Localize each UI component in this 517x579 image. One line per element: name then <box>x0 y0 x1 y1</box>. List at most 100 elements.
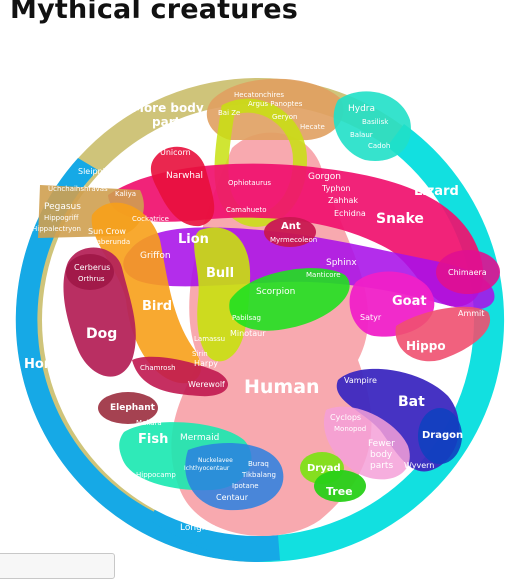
set-label-dryad: Dryad <box>307 463 341 474</box>
creature-uchchaihshravas: Uchchaihshravas <box>48 185 108 193</box>
region-cerberus <box>66 254 114 290</box>
creature-nuckelavee: Nuckelavee <box>198 457 233 464</box>
region-werewolf <box>132 356 229 397</box>
creature-ichthyocentaur: Ichthyocentaur <box>184 465 230 472</box>
creature-orthrus: Orthrus <box>78 275 105 283</box>
creature-echidna: Echidna <box>334 209 366 218</box>
set-label-more-1: More body <box>132 101 204 115</box>
region-hydra <box>333 91 411 161</box>
creature-mermaid: Mermaid <box>180 433 219 443</box>
set-label-fish: Fish <box>138 432 168 447</box>
set-label-goat: Goat <box>392 294 427 309</box>
creature-ophiotaurus: Ophiotaurus <box>228 179 271 187</box>
creature-camahueto: Camahueto <box>226 206 267 214</box>
creature-chamrosh: Chamrosh <box>140 364 176 372</box>
partial-control-box <box>0 553 115 579</box>
page-title: Mythical creatures <box>10 0 299 25</box>
creature-wyvern: Wyvern <box>404 461 434 470</box>
creature-hippogriff: Hippogriff <box>44 214 79 222</box>
creature-hippocamp: Hippocamp <box>136 471 176 479</box>
creature-fewer-1: Fewer <box>368 439 395 449</box>
creature-hippalectryon: Hippalectryon <box>32 225 81 233</box>
set-label-lizard: Lizard <box>414 184 459 199</box>
creature-sleipnir: Sleipnir <box>78 167 109 176</box>
creature-unicorn: Unicorn <box>160 148 191 157</box>
creature-cyclops: Cyclops <box>330 413 361 422</box>
region-bull <box>194 227 251 362</box>
set-label-tree: Tree <box>326 485 353 498</box>
creature-sun-crow: Sun Crow <box>88 227 126 236</box>
region-narwhal <box>150 146 215 227</box>
creature-gorgon: Gorgon <box>308 172 341 182</box>
creature-vampire: Vampire <box>344 376 377 385</box>
creature-minotaur: Minotaur <box>230 329 266 338</box>
creature-hydra: Hydra <box>348 104 375 114</box>
creature-narwhal: Narwhal <box>166 171 203 181</box>
creature-argus-panoptes: Argus Panoptes <box>248 100 303 108</box>
set-label-bat: Bat <box>398 394 425 410</box>
creature-geryon: Geryon <box>272 113 297 121</box>
set-label-hippo: Hippo <box>406 339 446 353</box>
region-centaur <box>185 443 284 511</box>
set-label-bull: Bull <box>206 266 234 281</box>
set-label-lion: Lion <box>178 232 209 247</box>
region-hippo <box>395 306 491 362</box>
creature-ammit: Ammit <box>458 309 484 318</box>
creature-fewer-3: parts <box>370 461 393 471</box>
set-label-horse: Horse <box>24 357 67 372</box>
creature-pegasus: Pegasus <box>44 202 81 212</box>
creature-tikbalang: Tikbalang <box>241 471 276 479</box>
creature-chimaera: Chimaera <box>448 268 487 277</box>
creature-sphinx: Sphinx <box>326 258 357 268</box>
region-scorpion <box>229 268 350 331</box>
creature-satyr: Satyr <box>360 313 382 322</box>
creature-bai-ze: Bai Ze <box>218 109 240 117</box>
creature-cadoh: Cadoh <box>368 142 390 150</box>
creature-zahhak: Zahhak <box>328 196 358 205</box>
set-label-more-2: parts <box>152 115 187 129</box>
set-label-human: Human <box>244 376 320 398</box>
region-tree <box>314 470 366 502</box>
region-horse <box>15 158 259 563</box>
creature-balaur: Balaur <box>350 131 373 139</box>
creature-hecate: Hecate <box>300 123 325 131</box>
set-labels: Horse Lizard More body parts Human Snake… <box>24 101 463 498</box>
creature-pabilsag: Pabilsag <box>232 314 261 322</box>
creature-griffon: Griffon <box>140 251 171 261</box>
region-ant <box>264 217 316 247</box>
creature-cockatrice: Cockatrice <box>132 215 169 223</box>
creature-typhon: Typhon <box>321 184 351 193</box>
set-label-dog: Dog <box>86 326 117 342</box>
region-elephant <box>98 392 158 424</box>
creature-scorpion: Scorpion <box>256 287 295 297</box>
creature-buraq: Buraq <box>248 460 269 468</box>
set-label-dragon: Dragon <box>422 430 463 441</box>
creature-ipotane: Ipotane <box>232 482 259 490</box>
creature-kaliya: Kaliya <box>115 190 136 198</box>
creature-sirin: Sirin <box>192 350 208 358</box>
creature-fewer-2: body <box>370 450 393 460</box>
set-label-bird: Bird <box>142 299 172 314</box>
creature-labels: Hecatonchires Argus Panoptes Geryon Heca… <box>32 91 487 533</box>
region-fewer <box>323 406 410 480</box>
region-bird <box>91 202 201 384</box>
set-label-elephant: Elephant <box>110 403 156 413</box>
region-chimaera <box>436 250 500 294</box>
creature-makara: Makara <box>136 419 162 427</box>
creature-harpy: Harpy <box>194 359 218 368</box>
creature-centaur: Centaur <box>216 493 249 502</box>
creature-myrmecoleon: Myrmecoleon <box>270 236 317 244</box>
creature-manticore: Manticore <box>306 271 341 279</box>
creature-cerberus: Cerberus <box>74 263 110 272</box>
region-dragon <box>418 408 462 464</box>
set-label-snake: Snake <box>376 211 424 227</box>
creature-monopod: Monopod <box>334 425 366 433</box>
creature-werewolf: Werewolf <box>188 380 225 389</box>
set-label-ant: Ant <box>281 221 301 232</box>
creature-hecatonchires: Hecatonchires <box>234 91 284 99</box>
creature-longma: Longma <box>180 523 216 533</box>
creature-gandaberunda: Gandaberunda <box>78 238 130 246</box>
creature-basilisk: Basilisk <box>362 118 389 126</box>
creature-lamassu: Lamassu <box>194 335 225 343</box>
